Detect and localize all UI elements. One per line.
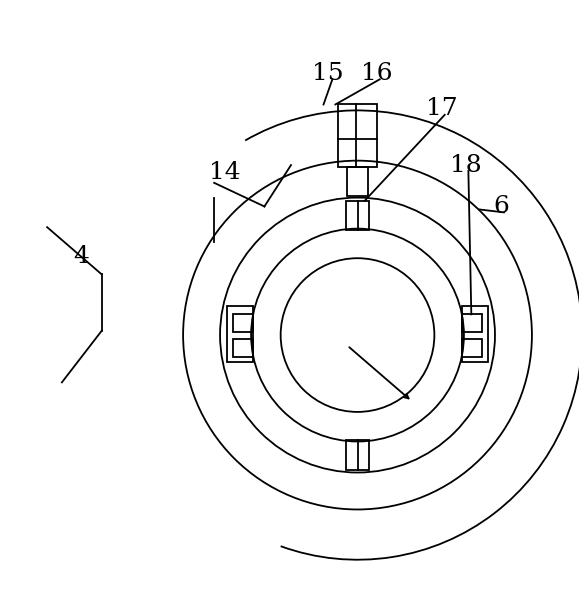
Text: 14: 14	[209, 161, 240, 184]
Bar	[463, 315, 482, 332]
Bar	[346, 440, 370, 470]
Bar	[228, 306, 253, 362]
Bar	[463, 340, 482, 357]
Bar	[347, 167, 368, 196]
Bar	[338, 104, 377, 167]
Text: 16: 16	[361, 62, 392, 85]
Bar	[463, 306, 488, 362]
Text: 15: 15	[312, 62, 344, 85]
Bar	[233, 315, 253, 332]
Bar	[346, 200, 370, 230]
Bar	[233, 340, 253, 357]
Text: 4: 4	[73, 245, 89, 268]
Text: 17: 17	[426, 97, 457, 120]
Text: 6: 6	[493, 195, 509, 218]
Text: 18: 18	[450, 153, 481, 177]
